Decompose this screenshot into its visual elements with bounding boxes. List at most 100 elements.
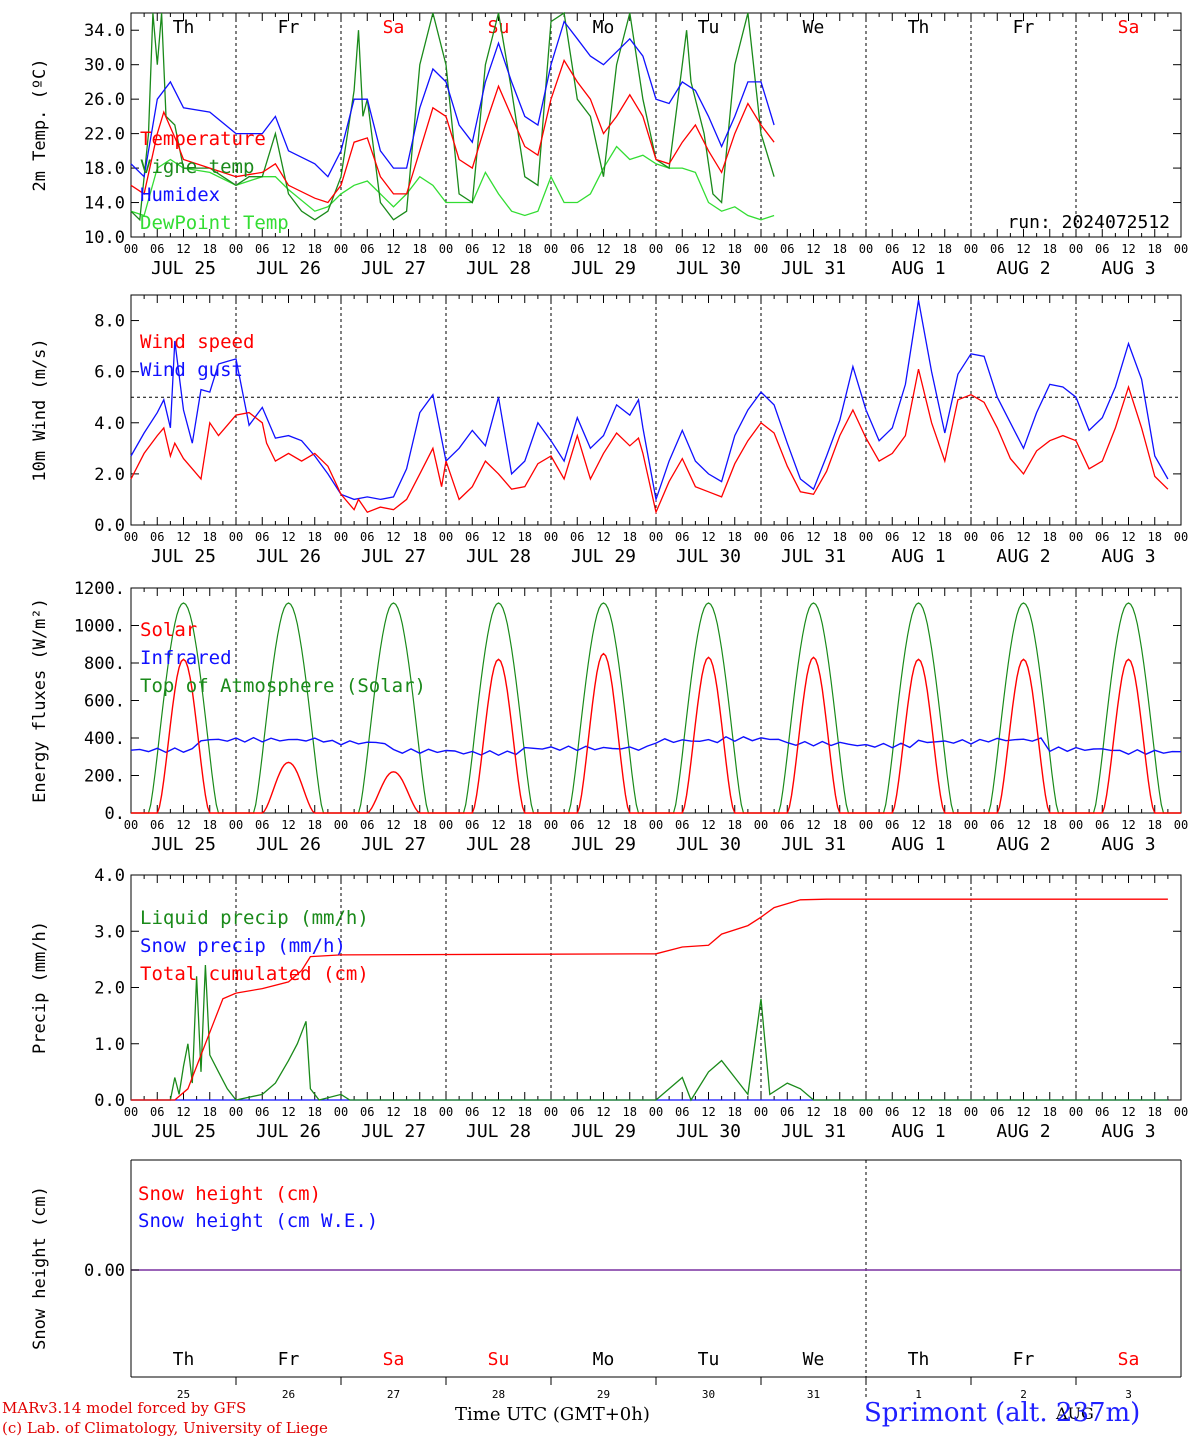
date-label: AUG 1 [891, 1121, 945, 1142]
weekday-label: Th [908, 1349, 930, 1370]
hour-tick-label: 00 [544, 530, 558, 544]
hour-tick-label: 18 [623, 1105, 637, 1119]
y-axis-label: Snow height (cm) [30, 1186, 50, 1350]
y-tick-label: 800. [84, 654, 125, 674]
hour-tick-label: 06 [360, 242, 374, 256]
hour-tick-label: 12 [806, 1105, 820, 1119]
weekday-label: Sa [1118, 1349, 1140, 1370]
panel-3: 00 06 12 18 JUL 25 00 06 12 18 JUL 26 00 06 12 18 JUL … [30, 579, 1188, 855]
hour-tick-label: 06 [780, 818, 794, 832]
date-label: JUL 29 [571, 834, 636, 855]
time-axis-label: Time UTC (GMT+0h) [455, 1404, 650, 1425]
hour-tick-label: 18 [413, 530, 427, 544]
hour-tick-label: 06 [570, 818, 584, 832]
weekday-label: Mo [593, 1349, 615, 1370]
hour-tick-label: 06 [780, 530, 794, 544]
hour-tick-label: 00 [124, 1105, 138, 1119]
hour-tick-label: 06 [990, 818, 1004, 832]
date-label: JUL 30 [676, 546, 741, 567]
hour-tick-label: 06 [885, 1105, 899, 1119]
hour-tick-label: 18 [308, 242, 322, 256]
hour-tick-label: 18 [1043, 242, 1057, 256]
y-tick-label: 26.0 [84, 90, 125, 110]
hour-tick-label: 12 [806, 242, 820, 256]
day-number-label: 29 [597, 1388, 610, 1401]
hour-tick-label: 12 [491, 530, 505, 544]
hour-tick-label: 00 [859, 818, 873, 832]
hour-tick-label: 00 [124, 530, 138, 544]
hour-tick-label: 12 [701, 818, 715, 832]
hour-tick-label: 06 [360, 1105, 374, 1119]
hour-tick-label: 06 [885, 530, 899, 544]
hour-tick-label: 00 [1069, 530, 1083, 544]
hour-tick-label: 12 [806, 818, 820, 832]
hour-tick-label: 00 [964, 242, 978, 256]
hour-tick-label: 00 [1069, 818, 1083, 832]
series-line-vigne-temp [130, 11, 775, 222]
hour-tick-label: 06 [990, 1105, 1004, 1119]
hour-tick-label: 12 [701, 1105, 715, 1119]
hour-tick-label: 00 [229, 530, 243, 544]
series-line-wind-gust [130, 299, 1169, 502]
date-label: JUL 25 [151, 834, 216, 855]
legend-entry: Temperature [140, 128, 266, 150]
hour-tick-label: 18 [203, 530, 217, 544]
weekday-label: Mo [593, 17, 615, 38]
day-number-label: 25 [177, 1388, 190, 1401]
y-tick-label: 0.0 [94, 516, 125, 536]
hour-tick-label: 18 [1148, 242, 1162, 256]
panel-1: 00 06 12 18 JUL 25 00 06 12 18 JUL 26 00 06 12 18 JUL … [30, 11, 1188, 279]
hour-tick-label: 00 [859, 1105, 873, 1119]
hour-tick-label: 06 [990, 530, 1004, 544]
hour-tick-label: 12 [176, 1105, 190, 1119]
date-label: AUG 1 [891, 258, 945, 279]
weekday-label: Th [173, 1349, 195, 1370]
hour-tick-label: 12 [1016, 242, 1030, 256]
credit-line-lab: (c) Lab. of Climatology, University of L… [2, 1419, 328, 1437]
date-label: AUG 3 [1101, 546, 1155, 567]
weekday-label: Sa [383, 17, 405, 38]
hour-tick-label: 18 [1043, 1105, 1057, 1119]
date-label: AUG 3 [1101, 258, 1155, 279]
hour-tick-label: 00 [544, 242, 558, 256]
hour-tick-label: 12 [596, 818, 610, 832]
weekday-label: Tu [698, 17, 720, 38]
hour-tick-label: 18 [413, 1105, 427, 1119]
day-number-label: 1 [915, 1388, 922, 1401]
hour-tick-label: 12 [386, 1105, 400, 1119]
series-line-humidex [130, 20, 775, 179]
weekday-label: Fr [278, 17, 300, 38]
legend-entry: Solar [140, 619, 197, 641]
hour-tick-label: 06 [150, 242, 164, 256]
hour-tick-label: 12 [176, 242, 190, 256]
hour-tick-label: 06 [255, 530, 269, 544]
hour-tick-label: 18 [308, 1105, 322, 1119]
hour-tick-label: 12 [1121, 1105, 1135, 1119]
hour-tick-label: 06 [360, 530, 374, 544]
hour-tick-label: 18 [518, 530, 532, 544]
run-label: run: 2024072512 [1007, 212, 1170, 233]
hour-tick-label: 06 [1095, 818, 1109, 832]
date-label: JUL 28 [466, 546, 531, 567]
weekday-label: Sa [383, 1349, 405, 1370]
hour-tick-label: 00 [439, 1105, 453, 1119]
hour-tick-label: 18 [623, 242, 637, 256]
y-tick-label: 400. [84, 729, 125, 749]
legend-entry: Snow precip (mm/h) [140, 935, 346, 957]
hour-tick-label: 00 [334, 818, 348, 832]
legend-entry: Snow height (cm W.E.) [138, 1210, 378, 1232]
weekday-label: Su [488, 1349, 510, 1370]
y-tick-label: 1200. [74, 579, 125, 599]
date-label: JUL 27 [361, 546, 426, 567]
hour-tick-label: 12 [281, 1105, 295, 1119]
hour-tick-label: 12 [596, 242, 610, 256]
weekday-label: Tu [698, 1349, 720, 1370]
hour-tick-label: 00 [859, 530, 873, 544]
hour-tick-label: 06 [675, 1105, 689, 1119]
y-tick-label: 2.0 [94, 465, 125, 485]
panel-5: 0.00 Snow height (cm) Snow height (cm) Snow… [30, 1159, 1182, 1401]
hour-tick-label: 12 [1016, 818, 1030, 832]
y-tick-label: 0.00 [84, 1261, 125, 1281]
hour-tick-label: 06 [255, 818, 269, 832]
hour-tick-label: 18 [938, 242, 952, 256]
